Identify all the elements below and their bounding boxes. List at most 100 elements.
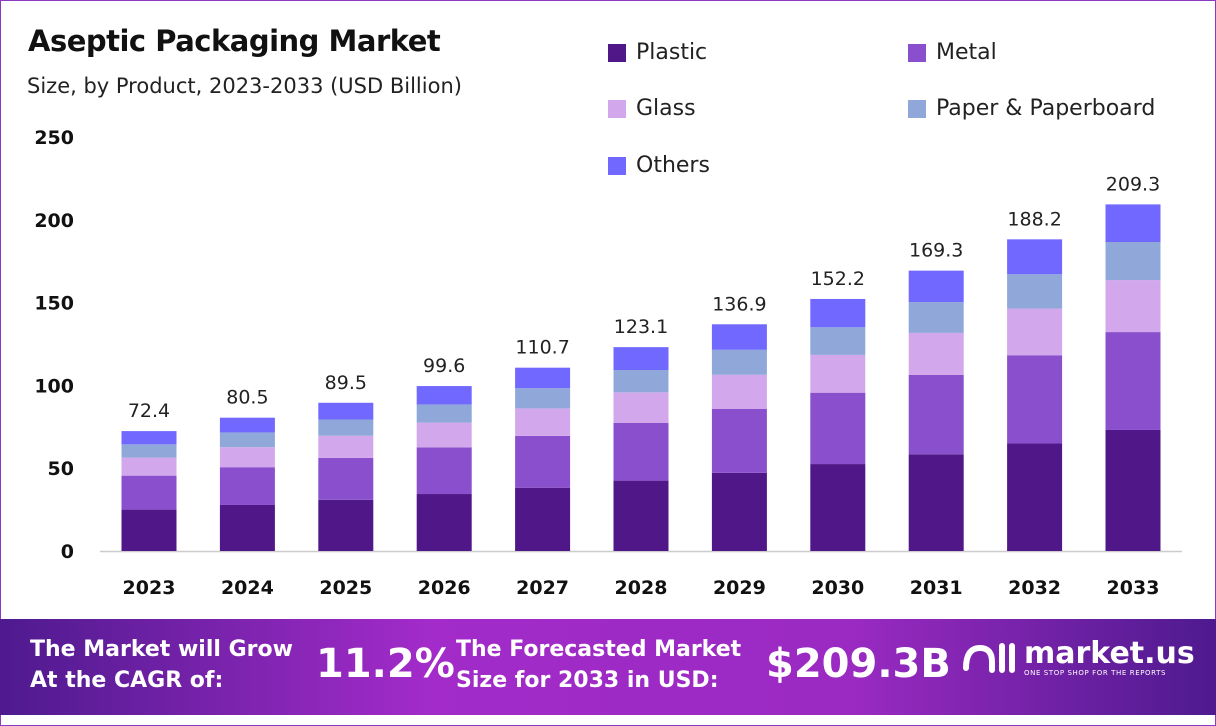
- total-label: 99.6: [423, 355, 465, 377]
- bar-segment-plastic: [810, 464, 866, 551]
- total-label: 72.4: [128, 400, 170, 422]
- total-label: 136.9: [712, 293, 766, 315]
- legend: Plastic Metal Glass Paper & Paperboard O…: [608, 40, 1208, 190]
- bar-segment-others: [1105, 204, 1161, 242]
- bar-segment-glass: [219, 447, 275, 468]
- forecast-label-line2: Size for 2033 in USD:: [456, 668, 719, 693]
- cagr-label-line1: The Market will Grow: [30, 637, 293, 662]
- legend-item-metal: Metal: [908, 40, 997, 65]
- total-label: 89.5: [325, 372, 367, 394]
- bar-segment-others: [416, 386, 472, 405]
- total-label: 188.2: [1007, 208, 1061, 230]
- bar-segment-metal: [810, 392, 866, 465]
- bar-segment-paper-paperboard: [711, 349, 767, 375]
- cagr-value: 11.2%: [316, 641, 455, 687]
- bar-segment-glass: [416, 422, 472, 448]
- bar-segment-paper-paperboard: [219, 432, 275, 448]
- bar-segment-paper-paperboard: [318, 419, 374, 436]
- bar-segment-others: [515, 367, 571, 389]
- bar-segment-glass: [515, 408, 571, 436]
- y-tick-label: 200: [34, 210, 74, 232]
- bar-segment-others: [219, 417, 275, 433]
- bar-segment-paper-paperboard: [515, 388, 571, 409]
- x-tick-label: 2029: [713, 577, 766, 599]
- bar-segment-glass: [318, 435, 374, 458]
- bar-segment-glass: [1007, 308, 1063, 356]
- x-tick-label: 2033: [1107, 577, 1160, 599]
- legend-label: Glass: [636, 96, 696, 121]
- legend-item-others: Others: [608, 153, 710, 178]
- bar-segment-plastic: [908, 454, 964, 551]
- bar-segment-others: [711, 324, 767, 350]
- bar-segment-metal: [219, 467, 275, 505]
- y-tick-label: 100: [34, 375, 74, 397]
- total-label: 123.1: [614, 316, 668, 338]
- x-tick-label: 2023: [123, 577, 176, 599]
- market-us-logo-icon: [963, 643, 1015, 673]
- bar-segment-metal: [711, 408, 767, 473]
- y-tick-label: 0: [61, 541, 74, 563]
- bar-segment-paper-paperboard: [121, 444, 177, 458]
- y-tick-label: 250: [34, 127, 74, 149]
- bar-segment-glass: [121, 457, 177, 476]
- total-label: 110.7: [515, 337, 569, 359]
- x-tick-label: 2028: [615, 577, 668, 599]
- bar-segment-plastic: [219, 504, 275, 551]
- bar-segment-glass: [613, 392, 669, 423]
- legend-swatch: [608, 99, 626, 118]
- bar-segment-plastic: [1007, 443, 1063, 551]
- bar-segment-plastic: [416, 494, 472, 551]
- x-tick-label: 2031: [910, 577, 963, 599]
- x-tick-label: 2027: [516, 577, 569, 599]
- total-label: 80.5: [226, 387, 268, 409]
- legend-label: Metal: [936, 40, 997, 65]
- bar-segment-plastic: [121, 509, 177, 551]
- total-label: 152.2: [811, 268, 865, 290]
- bar-segment-plastic: [318, 499, 374, 551]
- bar-segment-plastic: [515, 487, 571, 551]
- bar-segment-plastic: [711, 472, 767, 551]
- bar-segment-others: [908, 270, 964, 303]
- bar-segment-others: [121, 431, 177, 445]
- stacked-bar-chart: 0 50 100 150 200 250 72.4 2023 80.5 2024 89.5 2025 9…: [34, 127, 1182, 599]
- bar-segment-metal: [318, 457, 374, 500]
- bar-segment-paper-paperboard: [416, 404, 472, 423]
- y-tick-label: 150: [34, 293, 74, 315]
- bar-segment-metal: [515, 435, 571, 488]
- bar-segment-others: [318, 402, 374, 420]
- bar-segment-others: [613, 347, 669, 370]
- bar-segment-paper-paperboard: [1105, 241, 1161, 281]
- legend-swatch: [608, 156, 626, 175]
- bar-segment-glass: [711, 374, 767, 409]
- forecast-label: The Forecasted Market Size for 2033 in US…: [456, 634, 741, 696]
- bar-segment-paper-paperboard: [1007, 274, 1063, 309]
- legend-label: Others: [636, 153, 710, 178]
- legend-swatch: [908, 99, 926, 118]
- cagr-label: The Market will Grow At the CAGR of:: [30, 634, 293, 696]
- y-tick-label: 50: [48, 458, 74, 480]
- bar-segment-paper-paperboard: [613, 369, 669, 393]
- bar-segment-others: [1007, 239, 1063, 275]
- bar-segment-glass: [810, 354, 866, 393]
- x-tick-label: 2024: [221, 577, 274, 599]
- chart-subtitle: Size, by Product, 2023-2033 (USD Billion…: [27, 74, 462, 98]
- bar-segment-glass: [908, 332, 964, 375]
- bar-segment-others: [810, 298, 866, 328]
- bar-segment-metal: [1007, 355, 1063, 444]
- brand-name: market.us: [1024, 636, 1195, 671]
- x-tick-label: 2026: [418, 577, 471, 599]
- bar-segment-metal: [1105, 332, 1161, 430]
- bar-segment-plastic: [1105, 429, 1161, 551]
- bar-segment-metal: [416, 447, 472, 495]
- legend-item-glass: Glass: [608, 96, 696, 121]
- legend-item-plastic: Plastic: [608, 40, 707, 65]
- x-tick-label: 2032: [1008, 577, 1061, 599]
- brand-logo: market.us ONE STOP SHOP FOR THE REPORTS: [962, 639, 1195, 677]
- bar-segment-paper-paperboard: [908, 302, 964, 333]
- legend-swatch: [608, 43, 626, 62]
- bar-segment-plastic: [613, 480, 669, 551]
- bar-segment-metal: [908, 374, 964, 455]
- total-label: 169.3: [909, 240, 963, 262]
- bar-segment-paper-paperboard: [810, 327, 866, 355]
- cagr-label-line2: At the CAGR of:: [30, 668, 224, 693]
